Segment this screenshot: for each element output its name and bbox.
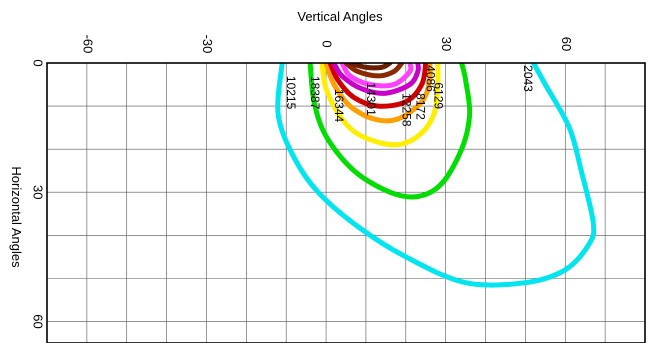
contour-label: 6129: [432, 82, 446, 109]
grid: [46, 63, 646, 343]
x-tick-label: 30: [439, 37, 454, 51]
axis-ticks: -60 -30 0 30 60 0 30 60: [31, 35, 574, 329]
contour-line-12258: [331, 63, 421, 96]
contour-label: 4086: [424, 65, 438, 92]
contour-lines: [275, 63, 597, 288]
contour-line-6129: [319, 63, 441, 148]
y-axis-title: Horizontal Angles: [9, 166, 24, 268]
contour-line-16344: [343, 63, 405, 79]
contour-label: 10215: [284, 76, 298, 110]
contour-label: 2043: [521, 65, 535, 92]
contour-line-10215: [327, 63, 429, 109]
x-axis-title: Vertical Angles: [297, 9, 383, 24]
contour-line-2043: [275, 63, 597, 288]
contour-line-14301: [339, 63, 414, 89]
x-tick-label: 60: [559, 37, 574, 51]
contour-label: 18387: [308, 76, 322, 110]
contour-label: 8172: [414, 93, 428, 120]
contour-label: 16344: [332, 89, 346, 123]
x-tick-label: 0: [320, 40, 335, 47]
plot-frame: [46, 62, 646, 343]
contour-line-8172: [323, 63, 433, 124]
contour-line-18387: [347, 63, 393, 71]
contour-label: 12258: [400, 93, 414, 127]
x-tick-label: -30: [200, 35, 215, 54]
x-tick-label: -60: [80, 35, 95, 54]
y-tick-label: 0: [31, 59, 46, 66]
contour-line-4086: [307, 63, 473, 200]
y-tick-label: 30: [31, 185, 46, 199]
contour-label: 14301: [364, 82, 378, 116]
y-tick-label: 60: [31, 314, 46, 328]
